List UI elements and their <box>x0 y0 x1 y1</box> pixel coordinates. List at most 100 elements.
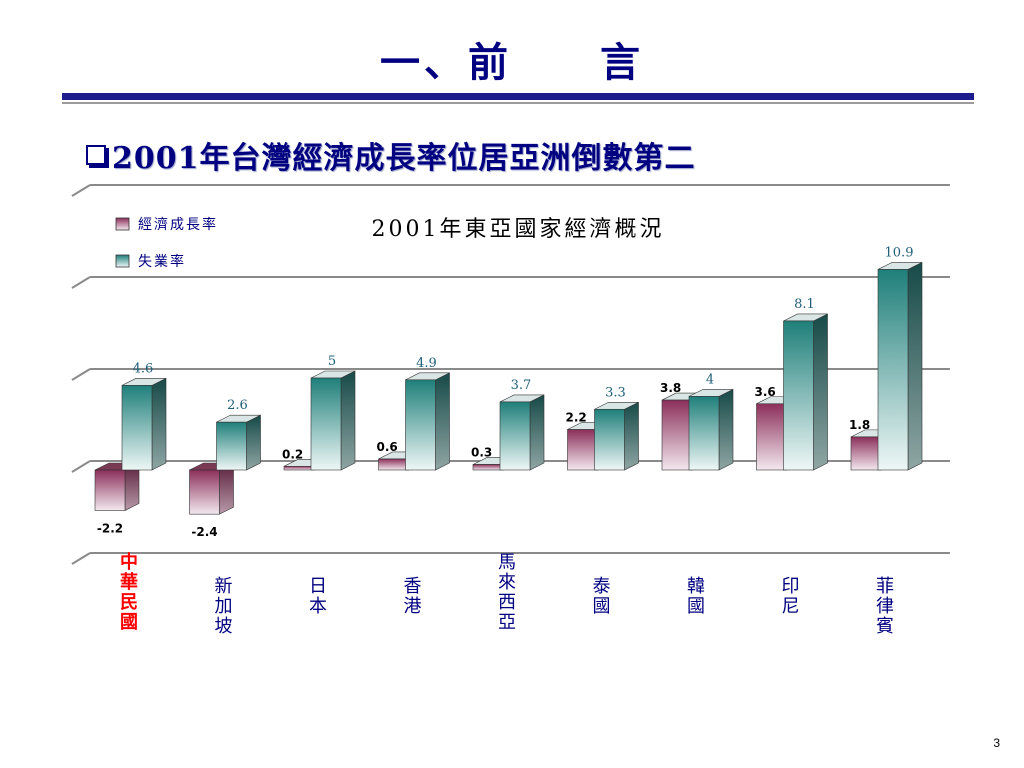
unemployment-bar-front <box>783 320 814 471</box>
category-label: 加 <box>215 596 233 617</box>
category-label: 中 <box>120 551 138 573</box>
unemployment-bar-front <box>499 401 531 471</box>
category-label: 新 <box>215 576 233 597</box>
growth-bar-front <box>378 458 409 471</box>
growth-data-label: 3.8 <box>660 381 681 395</box>
gridline-edge <box>71 460 91 473</box>
growth-bar-front <box>283 466 315 471</box>
unemployment-data-label: 10.9 <box>885 245 914 260</box>
unemployment-bar-side <box>907 261 923 471</box>
growth-bar-front <box>472 464 504 471</box>
unemployment-bar-side <box>151 377 167 471</box>
category-label: 馬 <box>498 552 516 573</box>
gridline-edge <box>71 276 91 289</box>
legend-swatch <box>115 217 130 231</box>
growth-bar-front <box>850 436 882 471</box>
growth-bar-front <box>756 403 787 471</box>
growth-bar <box>189 462 234 515</box>
category-label: 日 <box>309 576 327 597</box>
growth-bar-side <box>219 462 234 515</box>
unemployment-bar <box>310 370 356 471</box>
growth-data-label: 0.6 <box>377 440 398 454</box>
growth-data-label: 3.6 <box>755 385 776 399</box>
bullet-point: 2001年台灣經濟成長率位居亞洲倒數第二 <box>86 137 696 176</box>
category-label: 韓 <box>687 576 705 597</box>
category-label: 香 <box>404 576 422 597</box>
bullet-text: 2001年台灣經濟成長率位居亞洲倒數第二 <box>112 141 696 176</box>
unemployment-bar <box>216 414 261 471</box>
unemployment-bar <box>783 313 828 471</box>
unemployment-bar <box>594 401 639 471</box>
growth-bar-front <box>94 469 126 511</box>
unemployment-data-label: 2.6 <box>227 398 248 413</box>
page-number: 3 <box>993 736 1000 750</box>
category-label: 民 <box>120 592 138 613</box>
category-label: 來 <box>498 572 516 593</box>
unemployment-bar-side <box>340 370 356 471</box>
growth-data-label: 2.2 <box>566 411 587 425</box>
unemployment-bar-side <box>529 394 545 471</box>
unemployment-bar-front <box>310 377 342 471</box>
category-label: 印 <box>782 576 800 597</box>
gridline-edge <box>71 368 91 381</box>
category-label: 國 <box>687 596 705 617</box>
slide-title: 一、前 言 <box>380 40 644 86</box>
category-label: 菲 <box>876 576 894 597</box>
unemployment-data-label: 8.1 <box>794 297 815 312</box>
category-label: 尼 <box>782 596 800 617</box>
gridline-edge <box>71 552 91 565</box>
category-label: 國 <box>593 596 611 617</box>
chart-title: 2001年東亞國家經濟概況 <box>372 217 665 242</box>
unemployment-bar-side <box>435 372 450 471</box>
unemployment-bar-front <box>405 379 436 471</box>
unemployment-bar-side <box>718 388 734 471</box>
category-label: 坡 <box>215 616 233 637</box>
unemployment-bar-side <box>813 313 828 471</box>
unemployment-bar <box>405 372 450 471</box>
category-label: 賓 <box>876 616 894 637</box>
unemployment-bar <box>121 377 167 471</box>
unemployment-bar-front <box>121 385 153 471</box>
legend-item: 經濟成長率 <box>115 216 218 233</box>
category-label: 律 <box>876 596 894 617</box>
category-label: 本 <box>309 596 327 617</box>
category-label: 亞 <box>498 612 516 633</box>
category-label: 西 <box>498 592 516 613</box>
unemployment-bar-side <box>624 401 639 471</box>
growth-data-label: -2.2 <box>97 521 123 535</box>
category-label: 華 <box>120 571 138 593</box>
category-label: 港 <box>404 596 422 617</box>
unemployment-data-label: 4.9 <box>416 356 437 371</box>
unemployment-bar-front <box>594 408 625 471</box>
unemployment-bar-side <box>246 414 261 471</box>
unemployment-bar-front <box>688 396 720 471</box>
growth-data-label: 1.8 <box>849 418 870 432</box>
unemployment-bar-front <box>877 269 909 471</box>
unemployment-data-label: 5 <box>328 354 336 369</box>
growth-data-label: 0.3 <box>471 445 492 459</box>
checkbox-bullet-icon <box>86 145 106 165</box>
unemployment-bar <box>877 261 923 471</box>
growth-bar-front <box>661 399 693 471</box>
unemployment-bar <box>688 388 734 471</box>
growth-bar-front <box>567 429 598 471</box>
growth-data-label: -2.4 <box>191 525 217 539</box>
title-rule-shadow <box>62 102 974 104</box>
legend-swatch <box>115 254 130 268</box>
unemployment-data-label: 3.7 <box>511 378 532 393</box>
unemployment-bar-front <box>216 421 247 471</box>
unemployment-bar <box>499 394 545 471</box>
legend-label: 經濟成長率 <box>138 216 218 233</box>
growth-bar-front <box>189 469 220 515</box>
unemployment-data-label: 4 <box>706 372 714 387</box>
unemployment-data-label: 4.6 <box>133 361 154 376</box>
title-rule <box>62 93 974 100</box>
legend-item: 失業率 <box>115 253 186 270</box>
legend-label: 失業率 <box>138 253 186 270</box>
unemployment-data-label: 3.3 <box>605 385 626 400</box>
category-label: 國 <box>120 612 138 633</box>
growth-data-label: 0.2 <box>282 447 303 461</box>
gridline-edge <box>71 184 91 197</box>
category-label: 泰 <box>593 576 611 597</box>
